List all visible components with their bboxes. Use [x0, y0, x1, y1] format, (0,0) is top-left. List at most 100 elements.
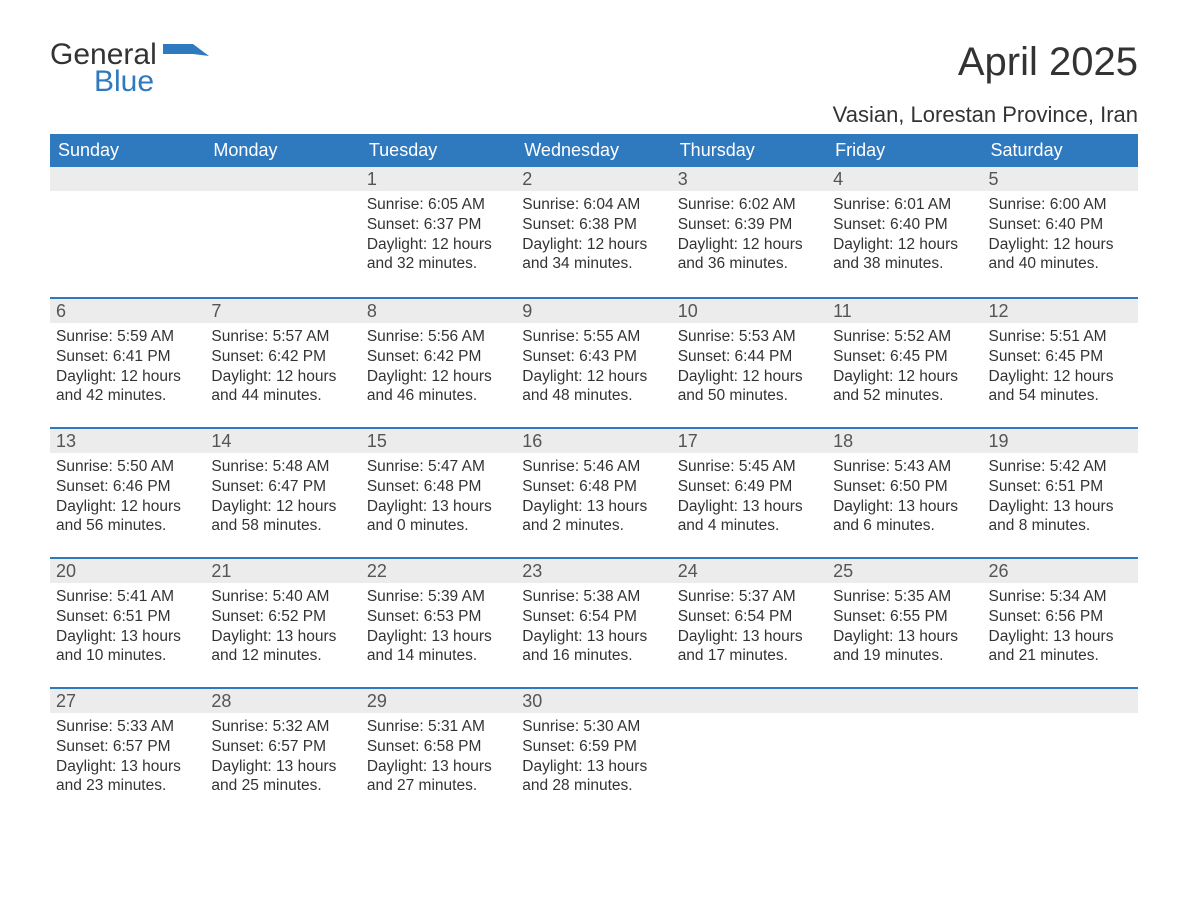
- day-content-line: Sunrise: 5:46 AM: [522, 457, 665, 477]
- day-content-line: Daylight: 13 hours and 23 minutes.: [56, 757, 199, 797]
- calendar: SundayMondayTuesdayWednesdayThursdayFrid…: [50, 134, 1138, 817]
- day-number: [672, 689, 827, 713]
- day-content: Sunrise: 5:41 AMSunset: 6:51 PMDaylight:…: [50, 583, 205, 674]
- day-number: 20: [50, 559, 205, 583]
- day-cell: [827, 689, 982, 817]
- day-number: 1: [361, 167, 516, 191]
- day-content-line: Sunrise: 5:35 AM: [833, 587, 976, 607]
- day-content: Sunrise: 5:43 AMSunset: 6:50 PMDaylight:…: [827, 453, 982, 544]
- day-content-line: Sunset: 6:50 PM: [833, 477, 976, 497]
- weekday-header-cell: Monday: [205, 134, 360, 167]
- day-content-line: Sunrise: 5:55 AM: [522, 327, 665, 347]
- day-content-line: Sunrise: 6:05 AM: [367, 195, 510, 215]
- logo-flag-icon: [163, 44, 209, 73]
- day-content-line: Sunset: 6:54 PM: [522, 607, 665, 627]
- day-number: 12: [983, 299, 1138, 323]
- day-content-line: Sunrise: 5:59 AM: [56, 327, 199, 347]
- day-content-line: Daylight: 13 hours and 28 minutes.: [522, 757, 665, 797]
- day-content-line: Sunset: 6:39 PM: [678, 215, 821, 235]
- day-number: 13: [50, 429, 205, 453]
- day-number: 4: [827, 167, 982, 191]
- weekday-header-cell: Sunday: [50, 134, 205, 167]
- day-content: Sunrise: 5:35 AMSunset: 6:55 PMDaylight:…: [827, 583, 982, 674]
- day-content: Sunrise: 5:55 AMSunset: 6:43 PMDaylight:…: [516, 323, 671, 414]
- day-content-line: Daylight: 12 hours and 58 minutes.: [211, 497, 354, 537]
- day-content-line: Sunset: 6:48 PM: [367, 477, 510, 497]
- week-row: 20Sunrise: 5:41 AMSunset: 6:51 PMDayligh…: [50, 557, 1138, 687]
- day-number: 22: [361, 559, 516, 583]
- day-number: 10: [672, 299, 827, 323]
- day-content-line: Daylight: 12 hours and 32 minutes.: [367, 235, 510, 275]
- day-content-line: Daylight: 13 hours and 25 minutes.: [211, 757, 354, 797]
- day-content-line: Sunrise: 5:41 AM: [56, 587, 199, 607]
- day-content: Sunrise: 5:51 AMSunset: 6:45 PMDaylight:…: [983, 323, 1138, 414]
- day-content: Sunrise: 5:34 AMSunset: 6:56 PMDaylight:…: [983, 583, 1138, 674]
- day-number: 6: [50, 299, 205, 323]
- day-content-line: Daylight: 12 hours and 50 minutes.: [678, 367, 821, 407]
- weekday-header-cell: Thursday: [672, 134, 827, 167]
- day-number: 17: [672, 429, 827, 453]
- day-content-line: Daylight: 12 hours and 56 minutes.: [56, 497, 199, 537]
- day-content-line: Sunrise: 5:33 AM: [56, 717, 199, 737]
- day-number: 5: [983, 167, 1138, 191]
- calendar-page: General Blue April 2025 Vasian, Lorestan…: [0, 0, 1188, 918]
- day-content-line: Sunset: 6:47 PM: [211, 477, 354, 497]
- day-number: 25: [827, 559, 982, 583]
- day-number: 29: [361, 689, 516, 713]
- month-title: April 2025: [833, 40, 1138, 84]
- day-number: [50, 167, 205, 191]
- day-number: 3: [672, 167, 827, 191]
- day-content-line: Daylight: 13 hours and 14 minutes.: [367, 627, 510, 667]
- day-content-line: Sunrise: 5:45 AM: [678, 457, 821, 477]
- day-number: 2: [516, 167, 671, 191]
- day-content: [50, 191, 205, 271]
- day-content-line: Sunset: 6:56 PM: [989, 607, 1132, 627]
- day-content-line: Daylight: 12 hours and 40 minutes.: [989, 235, 1132, 275]
- day-content-line: Sunrise: 5:57 AM: [211, 327, 354, 347]
- day-content-line: Sunrise: 6:01 AM: [833, 195, 976, 215]
- day-content-line: Sunset: 6:51 PM: [989, 477, 1132, 497]
- day-content: [827, 713, 982, 793]
- day-number: 7: [205, 299, 360, 323]
- day-content-line: Sunset: 6:40 PM: [833, 215, 976, 235]
- day-content: Sunrise: 6:05 AMSunset: 6:37 PMDaylight:…: [361, 191, 516, 282]
- day-content-line: Daylight: 13 hours and 2 minutes.: [522, 497, 665, 537]
- day-cell: 28Sunrise: 5:32 AMSunset: 6:57 PMDayligh…: [205, 689, 360, 817]
- day-content-line: Daylight: 13 hours and 0 minutes.: [367, 497, 510, 537]
- day-content-line: Daylight: 13 hours and 6 minutes.: [833, 497, 976, 537]
- day-cell: [50, 167, 205, 297]
- day-content-line: Sunrise: 5:52 AM: [833, 327, 976, 347]
- day-content-line: Sunset: 6:49 PM: [678, 477, 821, 497]
- day-cell: [672, 689, 827, 817]
- day-number: 24: [672, 559, 827, 583]
- day-content: Sunrise: 6:02 AMSunset: 6:39 PMDaylight:…: [672, 191, 827, 282]
- day-number: 11: [827, 299, 982, 323]
- day-number: 21: [205, 559, 360, 583]
- day-cell: 20Sunrise: 5:41 AMSunset: 6:51 PMDayligh…: [50, 559, 205, 687]
- day-content: Sunrise: 5:53 AMSunset: 6:44 PMDaylight:…: [672, 323, 827, 414]
- day-content: Sunrise: 6:04 AMSunset: 6:38 PMDaylight:…: [516, 191, 671, 282]
- day-number: 26: [983, 559, 1138, 583]
- day-cell: 16Sunrise: 5:46 AMSunset: 6:48 PMDayligh…: [516, 429, 671, 557]
- day-content-line: Sunrise: 5:56 AM: [367, 327, 510, 347]
- title-block: April 2025 Vasian, Lorestan Province, Ir…: [833, 40, 1138, 128]
- day-content-line: Daylight: 12 hours and 48 minutes.: [522, 367, 665, 407]
- day-cell: 29Sunrise: 5:31 AMSunset: 6:58 PMDayligh…: [361, 689, 516, 817]
- day-cell: 30Sunrise: 5:30 AMSunset: 6:59 PMDayligh…: [516, 689, 671, 817]
- day-content: Sunrise: 5:32 AMSunset: 6:57 PMDaylight:…: [205, 713, 360, 804]
- day-content-line: Sunrise: 5:30 AM: [522, 717, 665, 737]
- day-content: Sunrise: 5:30 AMSunset: 6:59 PMDaylight:…: [516, 713, 671, 804]
- day-content-line: Sunset: 6:37 PM: [367, 215, 510, 235]
- day-content-line: Sunset: 6:57 PM: [211, 737, 354, 757]
- day-cell: 12Sunrise: 5:51 AMSunset: 6:45 PMDayligh…: [983, 299, 1138, 427]
- day-number: 18: [827, 429, 982, 453]
- day-content-line: Sunset: 6:55 PM: [833, 607, 976, 627]
- day-cell: 25Sunrise: 5:35 AMSunset: 6:55 PMDayligh…: [827, 559, 982, 687]
- day-cell: 2Sunrise: 6:04 AMSunset: 6:38 PMDaylight…: [516, 167, 671, 297]
- day-cell: 24Sunrise: 5:37 AMSunset: 6:54 PMDayligh…: [672, 559, 827, 687]
- day-cell: 1Sunrise: 6:05 AMSunset: 6:37 PMDaylight…: [361, 167, 516, 297]
- day-content-line: Sunset: 6:42 PM: [211, 347, 354, 367]
- day-content-line: Daylight: 13 hours and 21 minutes.: [989, 627, 1132, 667]
- day-content-line: Daylight: 12 hours and 46 minutes.: [367, 367, 510, 407]
- day-cell: [205, 167, 360, 297]
